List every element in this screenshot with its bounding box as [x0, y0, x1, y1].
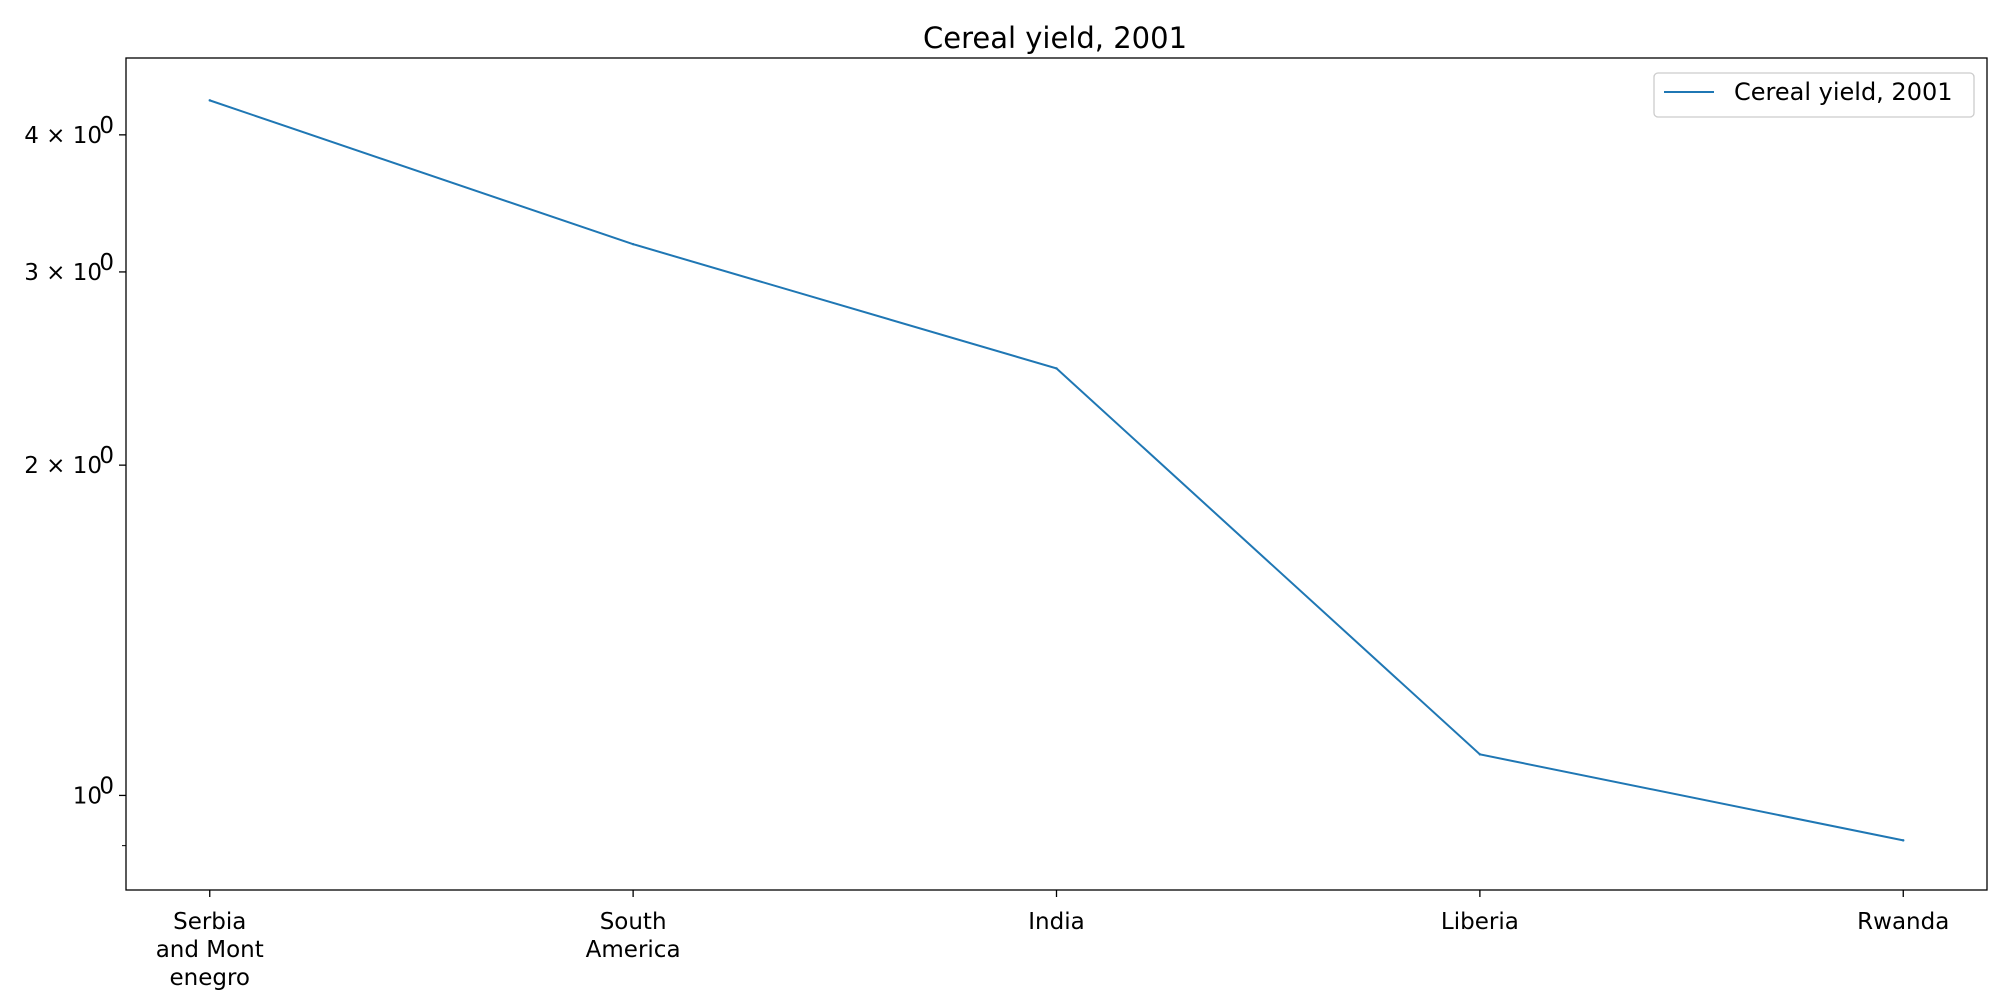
- y-tick-label: 4 × 10: [24, 123, 102, 149]
- x-tick-label-line: Serbia: [173, 909, 246, 935]
- legend-box: [1653, 72, 1975, 118]
- y-tick-label: 10: [73, 783, 102, 809]
- x-tick-label-line: India: [1028, 909, 1084, 935]
- x-tick-label: Rwanda: [1857, 909, 1949, 935]
- data-point: [1902, 839, 1905, 842]
- x-axis: Serbia and Mont enegro South America India Lib…: [156, 890, 1949, 991]
- data-point: [1055, 367, 1058, 370]
- x-tick-label-line: and Mont: [156, 937, 264, 963]
- y-tick-exponent: 0: [99, 250, 114, 276]
- y-tick-exponent: 0: [99, 113, 114, 139]
- y-tick-exponent: 0: [99, 443, 114, 469]
- x-tick-label: India: [1028, 909, 1084, 935]
- x-tick-label-line: South: [600, 909, 667, 935]
- x-tick-label-line: Rwanda: [1857, 909, 1949, 935]
- x-tick-label: South America: [586, 909, 681, 963]
- legend: Cereal yield, 2001: [1653, 72, 1975, 118]
- data-point: [208, 99, 211, 102]
- x-tick-label-line: Liberia: [1441, 909, 1519, 935]
- x-tick-label: Serbia and Mont enegro: [156, 909, 264, 991]
- chart-title: Cereal yield, 2001: [923, 21, 1187, 55]
- x-tick-label-line: America: [586, 937, 681, 963]
- legend-label: Cereal yield, 2001: [1734, 78, 1953, 106]
- y-tick-label: 3 × 10: [24, 260, 102, 286]
- data-point: [631, 242, 635, 246]
- x-tick-label-line: enegro: [169, 965, 250, 991]
- data-point: [1478, 753, 1482, 756]
- y-tick-exponent: 0: [99, 773, 114, 799]
- series-group: [208, 99, 1905, 842]
- y-tick-label: 2 × 10: [24, 453, 102, 479]
- x-tick-label: Liberia: [1441, 909, 1519, 935]
